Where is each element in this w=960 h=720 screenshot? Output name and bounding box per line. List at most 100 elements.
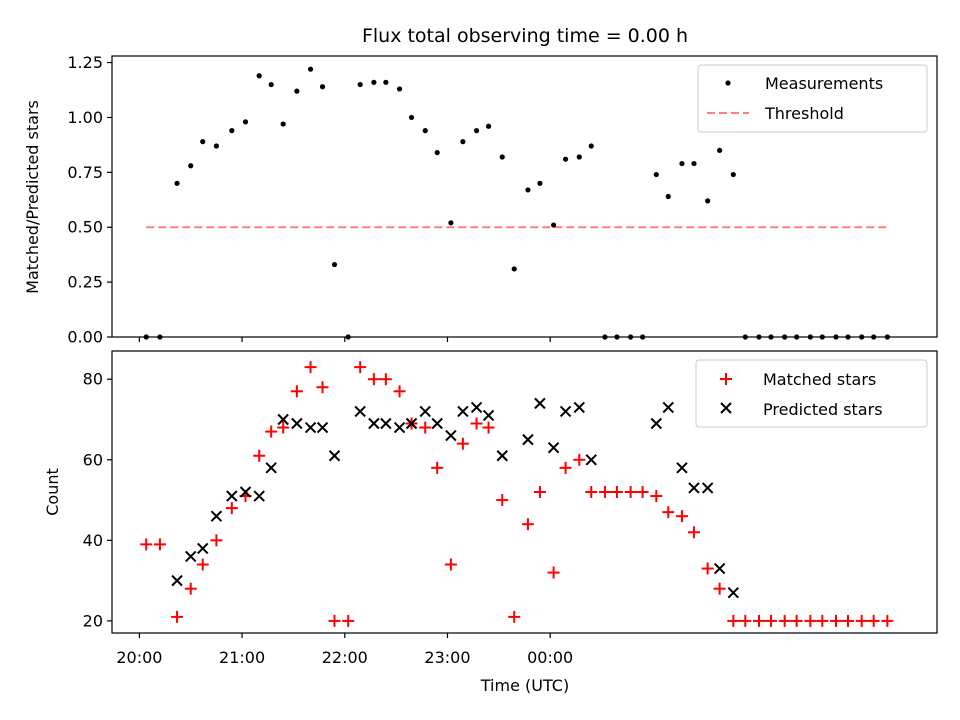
matched-star-point — [482, 421, 495, 434]
matched-star-point — [470, 417, 483, 430]
matched-star-point — [559, 461, 572, 474]
predicted-star-point — [482, 409, 495, 422]
matched-star-point — [830, 614, 843, 627]
x-axis-title: Time (UTC) — [480, 676, 569, 695]
measurement-point — [280, 121, 286, 127]
bottom-y-tick-label: 20 — [83, 611, 103, 630]
measurement-point — [485, 123, 492, 129]
predicted-star-point — [226, 490, 238, 502]
matched-star-point — [687, 526, 700, 539]
predicted-star-point — [431, 417, 443, 430]
predicted-star-point — [419, 405, 431, 418]
predicted-star-point — [197, 542, 209, 555]
measurement-point — [588, 143, 594, 149]
x-tick-label: 00:00 — [527, 648, 573, 667]
measurement-point — [357, 81, 363, 88]
matched-star-point — [196, 558, 209, 571]
measurement-point — [550, 222, 557, 228]
matched-star-point — [727, 614, 740, 627]
bottom-y-tick-label: 40 — [83, 531, 103, 550]
matched-star-point — [419, 421, 432, 434]
predicted-star-point — [380, 417, 392, 430]
predicted-star-point — [171, 574, 183, 587]
predicted-star-point — [445, 429, 457, 442]
top-legend: Measurements Threshold — [697, 64, 928, 133]
matched-star-point — [225, 502, 238, 515]
measurement-point — [871, 334, 877, 340]
measurement-point — [845, 334, 851, 340]
measurement-point — [628, 334, 634, 340]
measurement-point — [383, 79, 389, 85]
bottom-y-tick-label: 80 — [83, 370, 103, 389]
legend-measurements-marker — [725, 80, 731, 86]
measurement-point — [576, 154, 582, 160]
measurement-point — [268, 81, 274, 88]
measurement-point — [213, 143, 220, 149]
matched-star-point — [790, 614, 803, 627]
matched-star-point — [508, 610, 521, 623]
matched-star-point — [253, 449, 266, 462]
x-tick-label: 23:00 — [424, 648, 470, 667]
matched-star-point — [662, 506, 675, 519]
predicted-star-point — [405, 417, 418, 430]
matched-star-point — [304, 361, 317, 374]
predicted-star-point — [727, 587, 740, 599]
measurement-point — [448, 220, 454, 226]
legend-matched-stars-label: Matched stars — [763, 370, 876, 389]
predicted-star-point — [559, 405, 572, 418]
measurement-point — [691, 160, 697, 167]
bottom-legend-box — [695, 359, 928, 428]
predicted-star-point — [585, 454, 597, 466]
measurement-point — [665, 193, 671, 200]
matched-star-point — [855, 614, 868, 627]
x-tick-label: 22:00 — [322, 648, 368, 667]
top-y-axis-title: Matched/Predicted stars — [23, 100, 42, 294]
predicted-star-point — [210, 510, 223, 522]
legend-threshold-label: Threshold — [764, 104, 844, 123]
matched-star-point — [713, 582, 726, 595]
bottom-ticks: 20 40 60 80 20:00 21:00 22:00 23:00 00:00 — [83, 370, 574, 667]
predicted-star-point — [470, 401, 483, 414]
matched-star-point — [547, 566, 560, 579]
predicted-star-point — [534, 397, 546, 410]
measurement-point — [460, 139, 466, 145]
top-y-tick-label: 0.75 — [67, 163, 103, 182]
matched-star-point — [393, 385, 406, 398]
matched-star-point — [573, 453, 586, 466]
matched-star-point — [431, 461, 444, 474]
matched-star-point — [881, 614, 894, 627]
measurement-point — [859, 334, 865, 340]
x-tick-label: 20:00 — [116, 648, 162, 667]
measurement-point — [756, 334, 762, 340]
measurement-point — [640, 334, 646, 340]
predicted-star-point — [368, 417, 380, 430]
measurement-point — [371, 79, 377, 85]
measurement-point — [562, 156, 569, 162]
predicted-star-point — [662, 401, 674, 414]
predicted-star-point — [291, 417, 303, 430]
measurement-point — [705, 198, 711, 204]
top-marks — [143, 66, 890, 340]
matched-star-point — [210, 534, 223, 547]
matched-star-point — [140, 538, 153, 551]
measurement-point — [614, 334, 620, 340]
matched-star-point — [316, 381, 329, 394]
top-y-tick-label: 1.25 — [67, 53, 103, 72]
measurement-point — [174, 180, 180, 186]
matched-star-point — [764, 614, 777, 627]
measurement-point — [768, 334, 774, 340]
matched-star-point — [752, 614, 765, 627]
predicted-star-point — [316, 421, 329, 434]
matched-star-point — [816, 614, 829, 627]
measurement-point — [833, 334, 839, 340]
measurement-point — [331, 261, 338, 268]
top-y-tick-label: 0.00 — [67, 328, 103, 347]
predicted-star-point — [277, 413, 289, 426]
matched-star-point — [598, 486, 611, 498]
measurement-point — [422, 128, 428, 134]
matched-star-point — [533, 486, 546, 498]
top-legend-box — [697, 64, 928, 133]
measurement-point — [473, 128, 480, 134]
matched-star-point — [841, 614, 854, 627]
predicted-star-point — [650, 417, 663, 430]
